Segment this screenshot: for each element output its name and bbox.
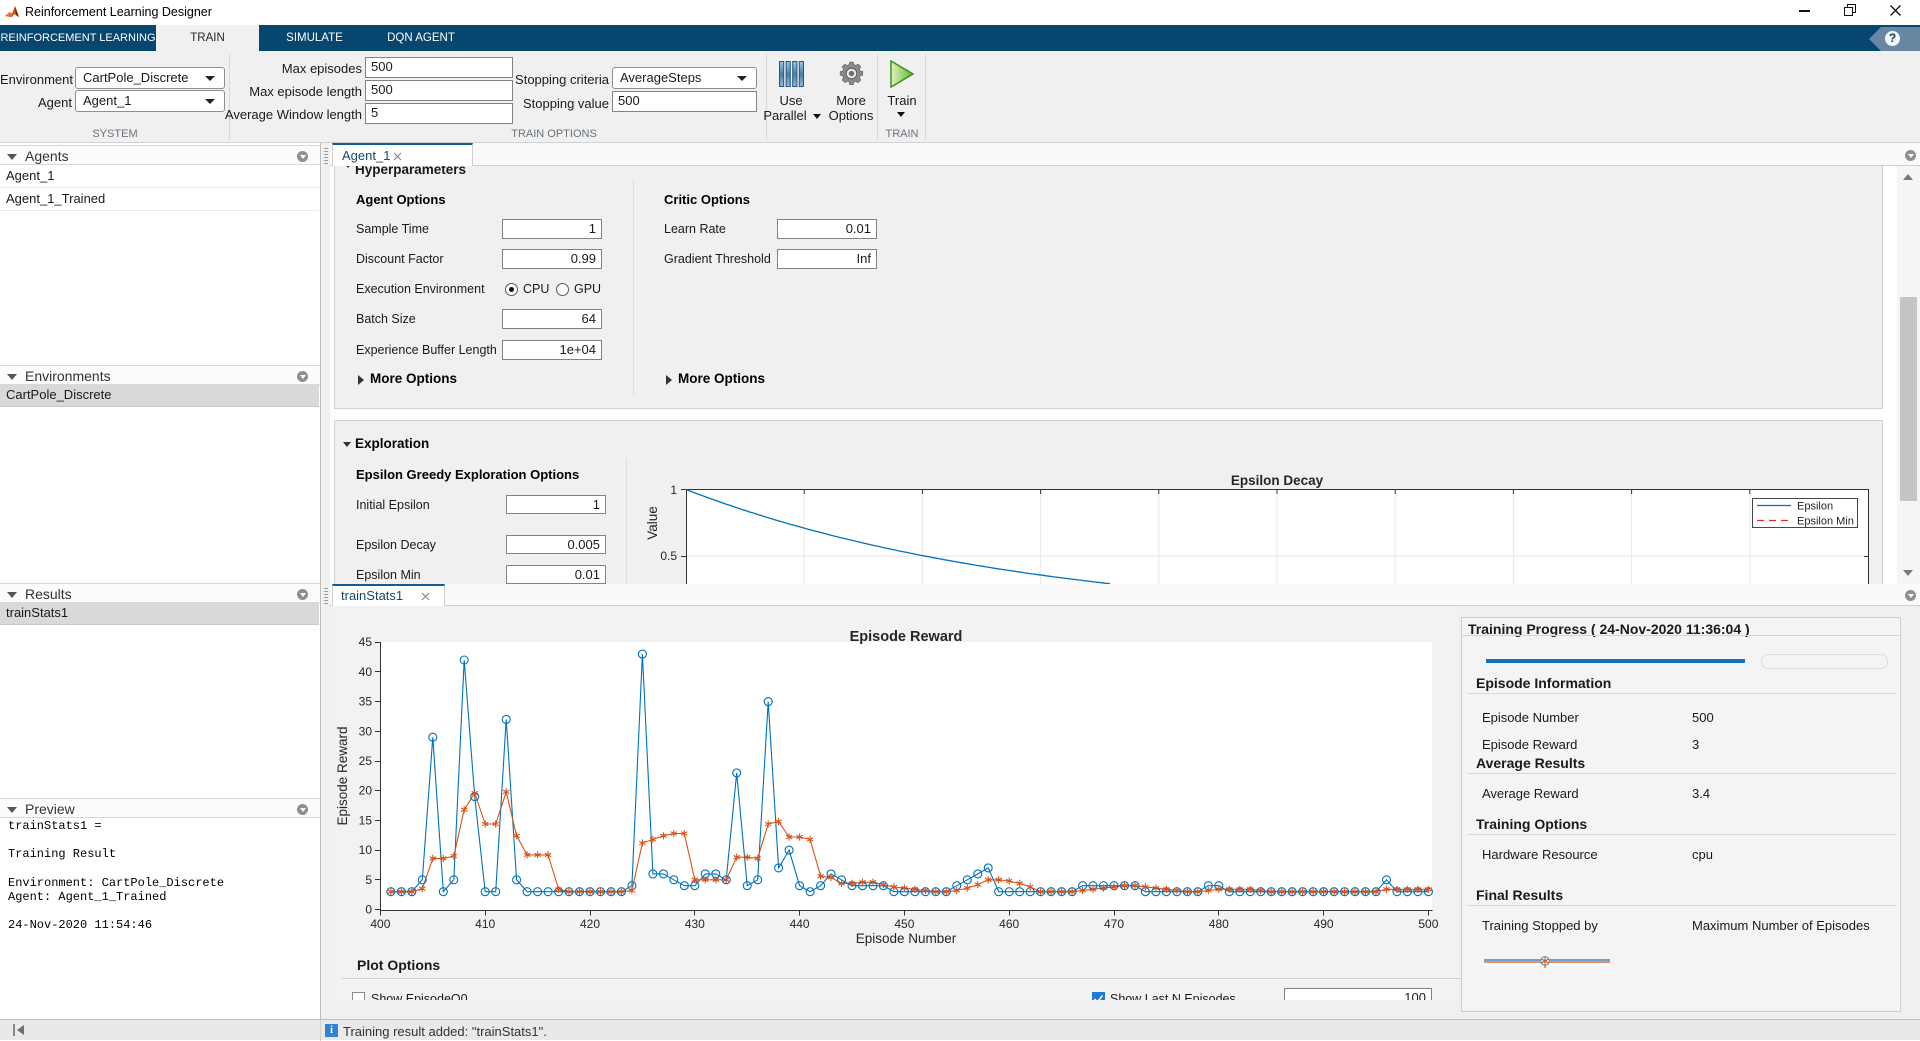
svg-text:Epsilon Decay: Epsilon Decay (1231, 473, 1324, 488)
svg-text:Epsilon Min: Epsilon Min (1797, 516, 1854, 528)
svg-text:0: 0 (365, 903, 372, 917)
svg-text:15: 15 (359, 813, 373, 827)
svg-text:20: 20 (359, 784, 373, 798)
svg-text:460: 460 (999, 917, 1019, 931)
svg-text:410: 410 (475, 917, 495, 931)
svg-text:450: 450 (894, 917, 914, 931)
svg-text:440: 440 (790, 917, 810, 931)
svg-text:400: 400 (370, 917, 390, 931)
svg-text:Value: Value (645, 506, 660, 540)
svg-text:500: 500 (1418, 917, 1438, 931)
svg-text:Episode Reward: Episode Reward (335, 726, 350, 825)
svg-text:470: 470 (1104, 917, 1124, 931)
svg-text:10: 10 (359, 843, 373, 857)
svg-text:25: 25 (359, 754, 373, 768)
svg-text:1: 1 (670, 483, 677, 497)
svg-text:Episode Reward: Episode Reward (850, 629, 963, 645)
svg-text:490: 490 (1314, 917, 1334, 931)
svg-text:40: 40 (359, 665, 373, 679)
svg-text:45: 45 (359, 635, 373, 649)
svg-text:430: 430 (685, 917, 705, 931)
svg-text:420: 420 (580, 917, 600, 931)
svg-text:Episode Number: Episode Number (856, 931, 957, 946)
svg-text:Epsilon: Epsilon (1797, 501, 1833, 513)
svg-text:5: 5 (365, 873, 372, 887)
svg-text:35: 35 (359, 695, 373, 709)
svg-text:480: 480 (1209, 917, 1229, 931)
svg-text:30: 30 (359, 724, 373, 738)
svg-text:0.5: 0.5 (660, 549, 677, 563)
